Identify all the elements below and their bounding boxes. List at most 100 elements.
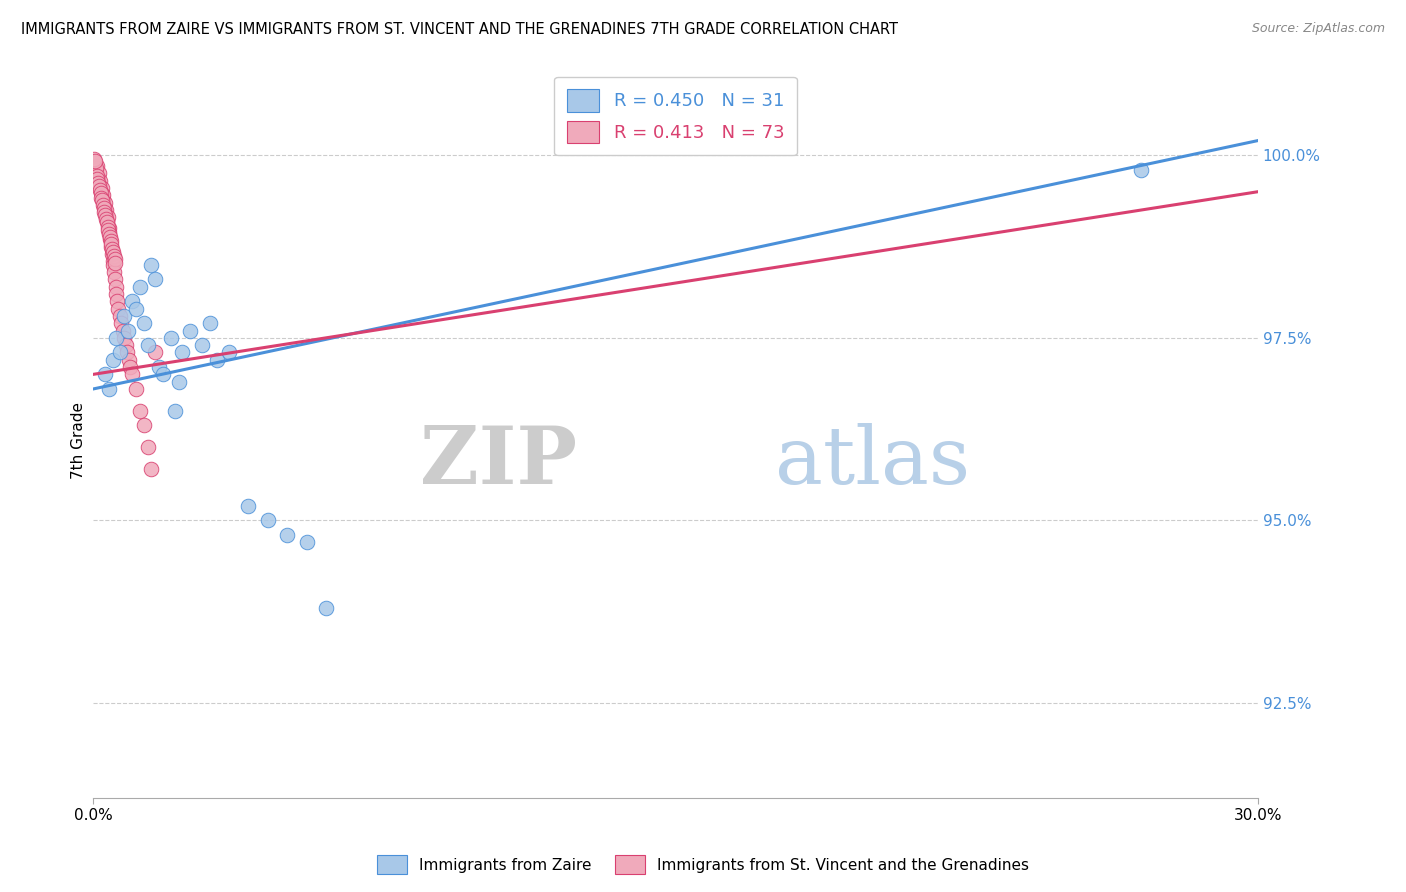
Point <box>125 382 148 396</box>
Point <box>103 265 125 279</box>
Point <box>238 499 260 513</box>
Point <box>110 345 132 359</box>
Point <box>121 368 143 382</box>
Point <box>167 375 190 389</box>
Point <box>91 192 114 206</box>
Point <box>105 287 128 301</box>
Point <box>90 181 112 195</box>
Point <box>83 152 105 166</box>
Point <box>91 198 114 212</box>
Point <box>179 324 201 338</box>
Point <box>104 256 127 270</box>
Point <box>91 194 114 208</box>
Point <box>86 169 108 183</box>
Point <box>87 166 110 180</box>
Point <box>97 221 120 235</box>
Point <box>97 382 120 396</box>
Point <box>120 359 142 374</box>
Point <box>90 186 112 201</box>
Point <box>218 345 240 359</box>
Legend: Immigrants from Zaire, Immigrants from St. Vincent and the Grenadines: Immigrants from Zaire, Immigrants from S… <box>370 849 1036 880</box>
Point <box>152 368 174 382</box>
Text: ZIP: ZIP <box>419 423 576 500</box>
Point <box>148 359 170 374</box>
Point <box>98 227 121 241</box>
Point <box>111 324 134 338</box>
Point <box>84 161 107 176</box>
Point <box>105 331 128 345</box>
Point <box>128 279 150 293</box>
Point <box>257 513 280 527</box>
Point <box>84 155 107 169</box>
Point <box>86 171 108 186</box>
Point <box>159 331 181 345</box>
Point <box>91 188 114 202</box>
Point <box>101 352 124 367</box>
Point <box>87 176 110 190</box>
Point <box>121 294 143 309</box>
Point <box>141 258 163 272</box>
Point <box>128 404 150 418</box>
Point <box>101 247 124 261</box>
Point <box>101 242 124 256</box>
Point <box>198 316 221 330</box>
Point <box>96 214 118 228</box>
Point <box>172 345 194 359</box>
Legend: R = 0.450   N = 31, R = 0.413   N = 73: R = 0.450 N = 31, R = 0.413 N = 73 <box>554 77 797 155</box>
Point <box>90 190 112 204</box>
Point <box>114 338 136 352</box>
Point <box>315 601 337 615</box>
Point <box>295 535 318 549</box>
Point <box>84 162 107 177</box>
Point <box>118 352 141 367</box>
Point <box>143 345 166 359</box>
Point <box>207 352 229 367</box>
Point <box>87 178 110 193</box>
Point <box>98 232 121 246</box>
Point <box>276 528 298 542</box>
Point <box>143 272 166 286</box>
Point <box>132 418 155 433</box>
Point <box>136 338 159 352</box>
Point <box>191 338 214 352</box>
Point <box>125 301 148 316</box>
Point <box>93 205 115 219</box>
Point <box>86 159 108 173</box>
Y-axis label: 7th Grade: 7th Grade <box>72 401 86 479</box>
Text: atlas: atlas <box>775 423 970 500</box>
Point <box>94 208 117 222</box>
Point <box>103 258 125 272</box>
Point <box>96 215 118 229</box>
Point <box>100 239 122 253</box>
Point <box>136 441 159 455</box>
Point <box>89 178 111 192</box>
Point <box>112 309 135 323</box>
Text: IMMIGRANTS FROM ZAIRE VS IMMIGRANTS FROM ST. VINCENT AND THE GRENADINES 7TH GRAD: IMMIGRANTS FROM ZAIRE VS IMMIGRANTS FROM… <box>21 22 898 37</box>
Point <box>93 201 115 215</box>
Point <box>141 462 163 476</box>
Point <box>90 185 112 199</box>
Point <box>83 154 105 169</box>
Point <box>93 199 115 213</box>
Point <box>96 202 118 217</box>
Point <box>1130 162 1153 177</box>
Point <box>108 309 131 323</box>
Text: Source: ZipAtlas.com: Source: ZipAtlas.com <box>1251 22 1385 36</box>
Point <box>105 294 128 309</box>
Point <box>107 301 129 316</box>
Point <box>117 324 139 338</box>
Point <box>97 211 120 225</box>
Point <box>163 404 186 418</box>
Point <box>98 225 121 239</box>
Point <box>94 207 117 221</box>
Point <box>104 279 127 293</box>
Point <box>94 195 117 210</box>
Point <box>104 272 127 286</box>
Point <box>103 249 125 263</box>
Point <box>89 174 111 188</box>
Point <box>98 230 121 244</box>
Point <box>94 212 117 227</box>
Point <box>100 235 122 249</box>
Point <box>94 368 117 382</box>
Point <box>89 183 111 197</box>
